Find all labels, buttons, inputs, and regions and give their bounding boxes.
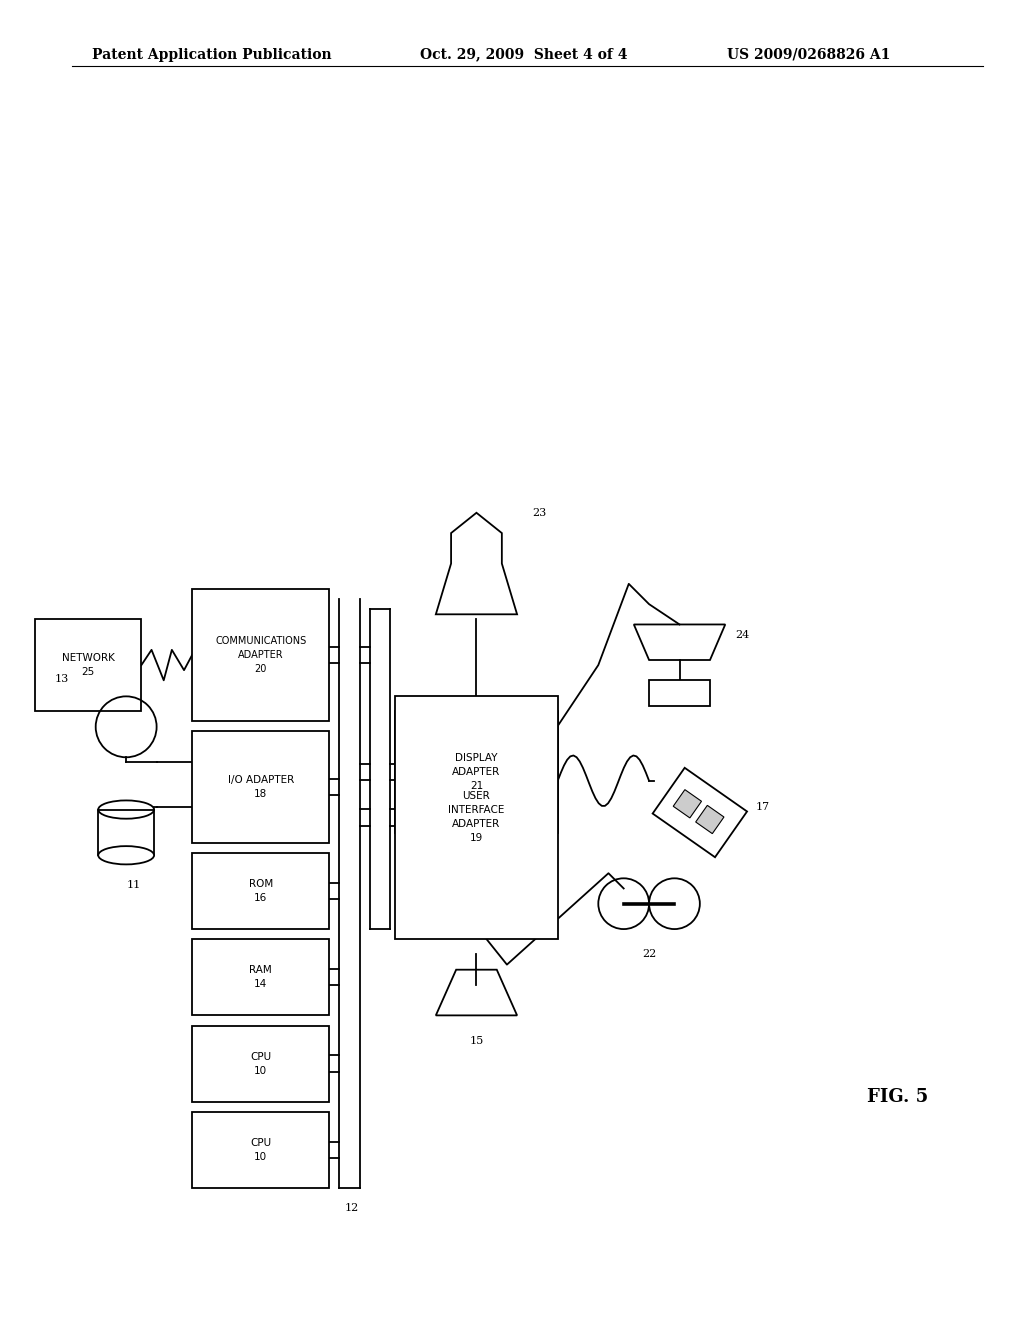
- Text: FIG. 5: FIG. 5: [867, 1088, 929, 1106]
- FancyBboxPatch shape: [652, 768, 748, 857]
- Text: 13: 13: [55, 675, 70, 684]
- FancyBboxPatch shape: [395, 696, 558, 940]
- FancyBboxPatch shape: [193, 1026, 330, 1102]
- Text: 23: 23: [532, 508, 547, 517]
- Text: DISPLAY
ADAPTER
21: DISPLAY ADAPTER 21: [453, 752, 501, 791]
- Text: 12: 12: [344, 1204, 358, 1213]
- Text: Oct. 29, 2009  Sheet 4 of 4: Oct. 29, 2009 Sheet 4 of 4: [420, 48, 628, 62]
- FancyBboxPatch shape: [193, 589, 330, 721]
- Text: USER
INTERFACE
ADAPTER
19: USER INTERFACE ADAPTER 19: [449, 792, 505, 843]
- Text: 15: 15: [469, 1036, 483, 1045]
- Text: I/O ADAPTER
18: I/O ADAPTER 18: [227, 775, 294, 799]
- FancyBboxPatch shape: [98, 809, 154, 855]
- FancyBboxPatch shape: [673, 789, 701, 818]
- FancyBboxPatch shape: [193, 731, 330, 842]
- FancyBboxPatch shape: [193, 1111, 330, 1188]
- Text: 24: 24: [735, 630, 750, 640]
- Text: COMMUNICATIONS
ADAPTER
20: COMMUNICATIONS ADAPTER 20: [215, 636, 306, 675]
- FancyBboxPatch shape: [193, 940, 330, 1015]
- Text: CPU
10: CPU 10: [250, 1138, 271, 1162]
- Text: NETWORK
25: NETWORK 25: [61, 653, 115, 677]
- Text: 11: 11: [127, 879, 141, 890]
- Text: Patent Application Publication: Patent Application Publication: [92, 48, 332, 62]
- Text: 17: 17: [756, 803, 770, 812]
- FancyBboxPatch shape: [35, 619, 141, 710]
- FancyBboxPatch shape: [395, 710, 558, 833]
- Ellipse shape: [98, 846, 154, 865]
- Text: 22: 22: [642, 949, 656, 960]
- Text: CPU
10: CPU 10: [250, 1052, 271, 1076]
- FancyBboxPatch shape: [193, 853, 330, 929]
- Text: RAM
14: RAM 14: [249, 965, 272, 989]
- Text: US 2009/0268826 A1: US 2009/0268826 A1: [727, 48, 891, 62]
- FancyBboxPatch shape: [649, 680, 710, 706]
- Text: ROM
16: ROM 16: [249, 879, 272, 903]
- FancyBboxPatch shape: [695, 805, 724, 834]
